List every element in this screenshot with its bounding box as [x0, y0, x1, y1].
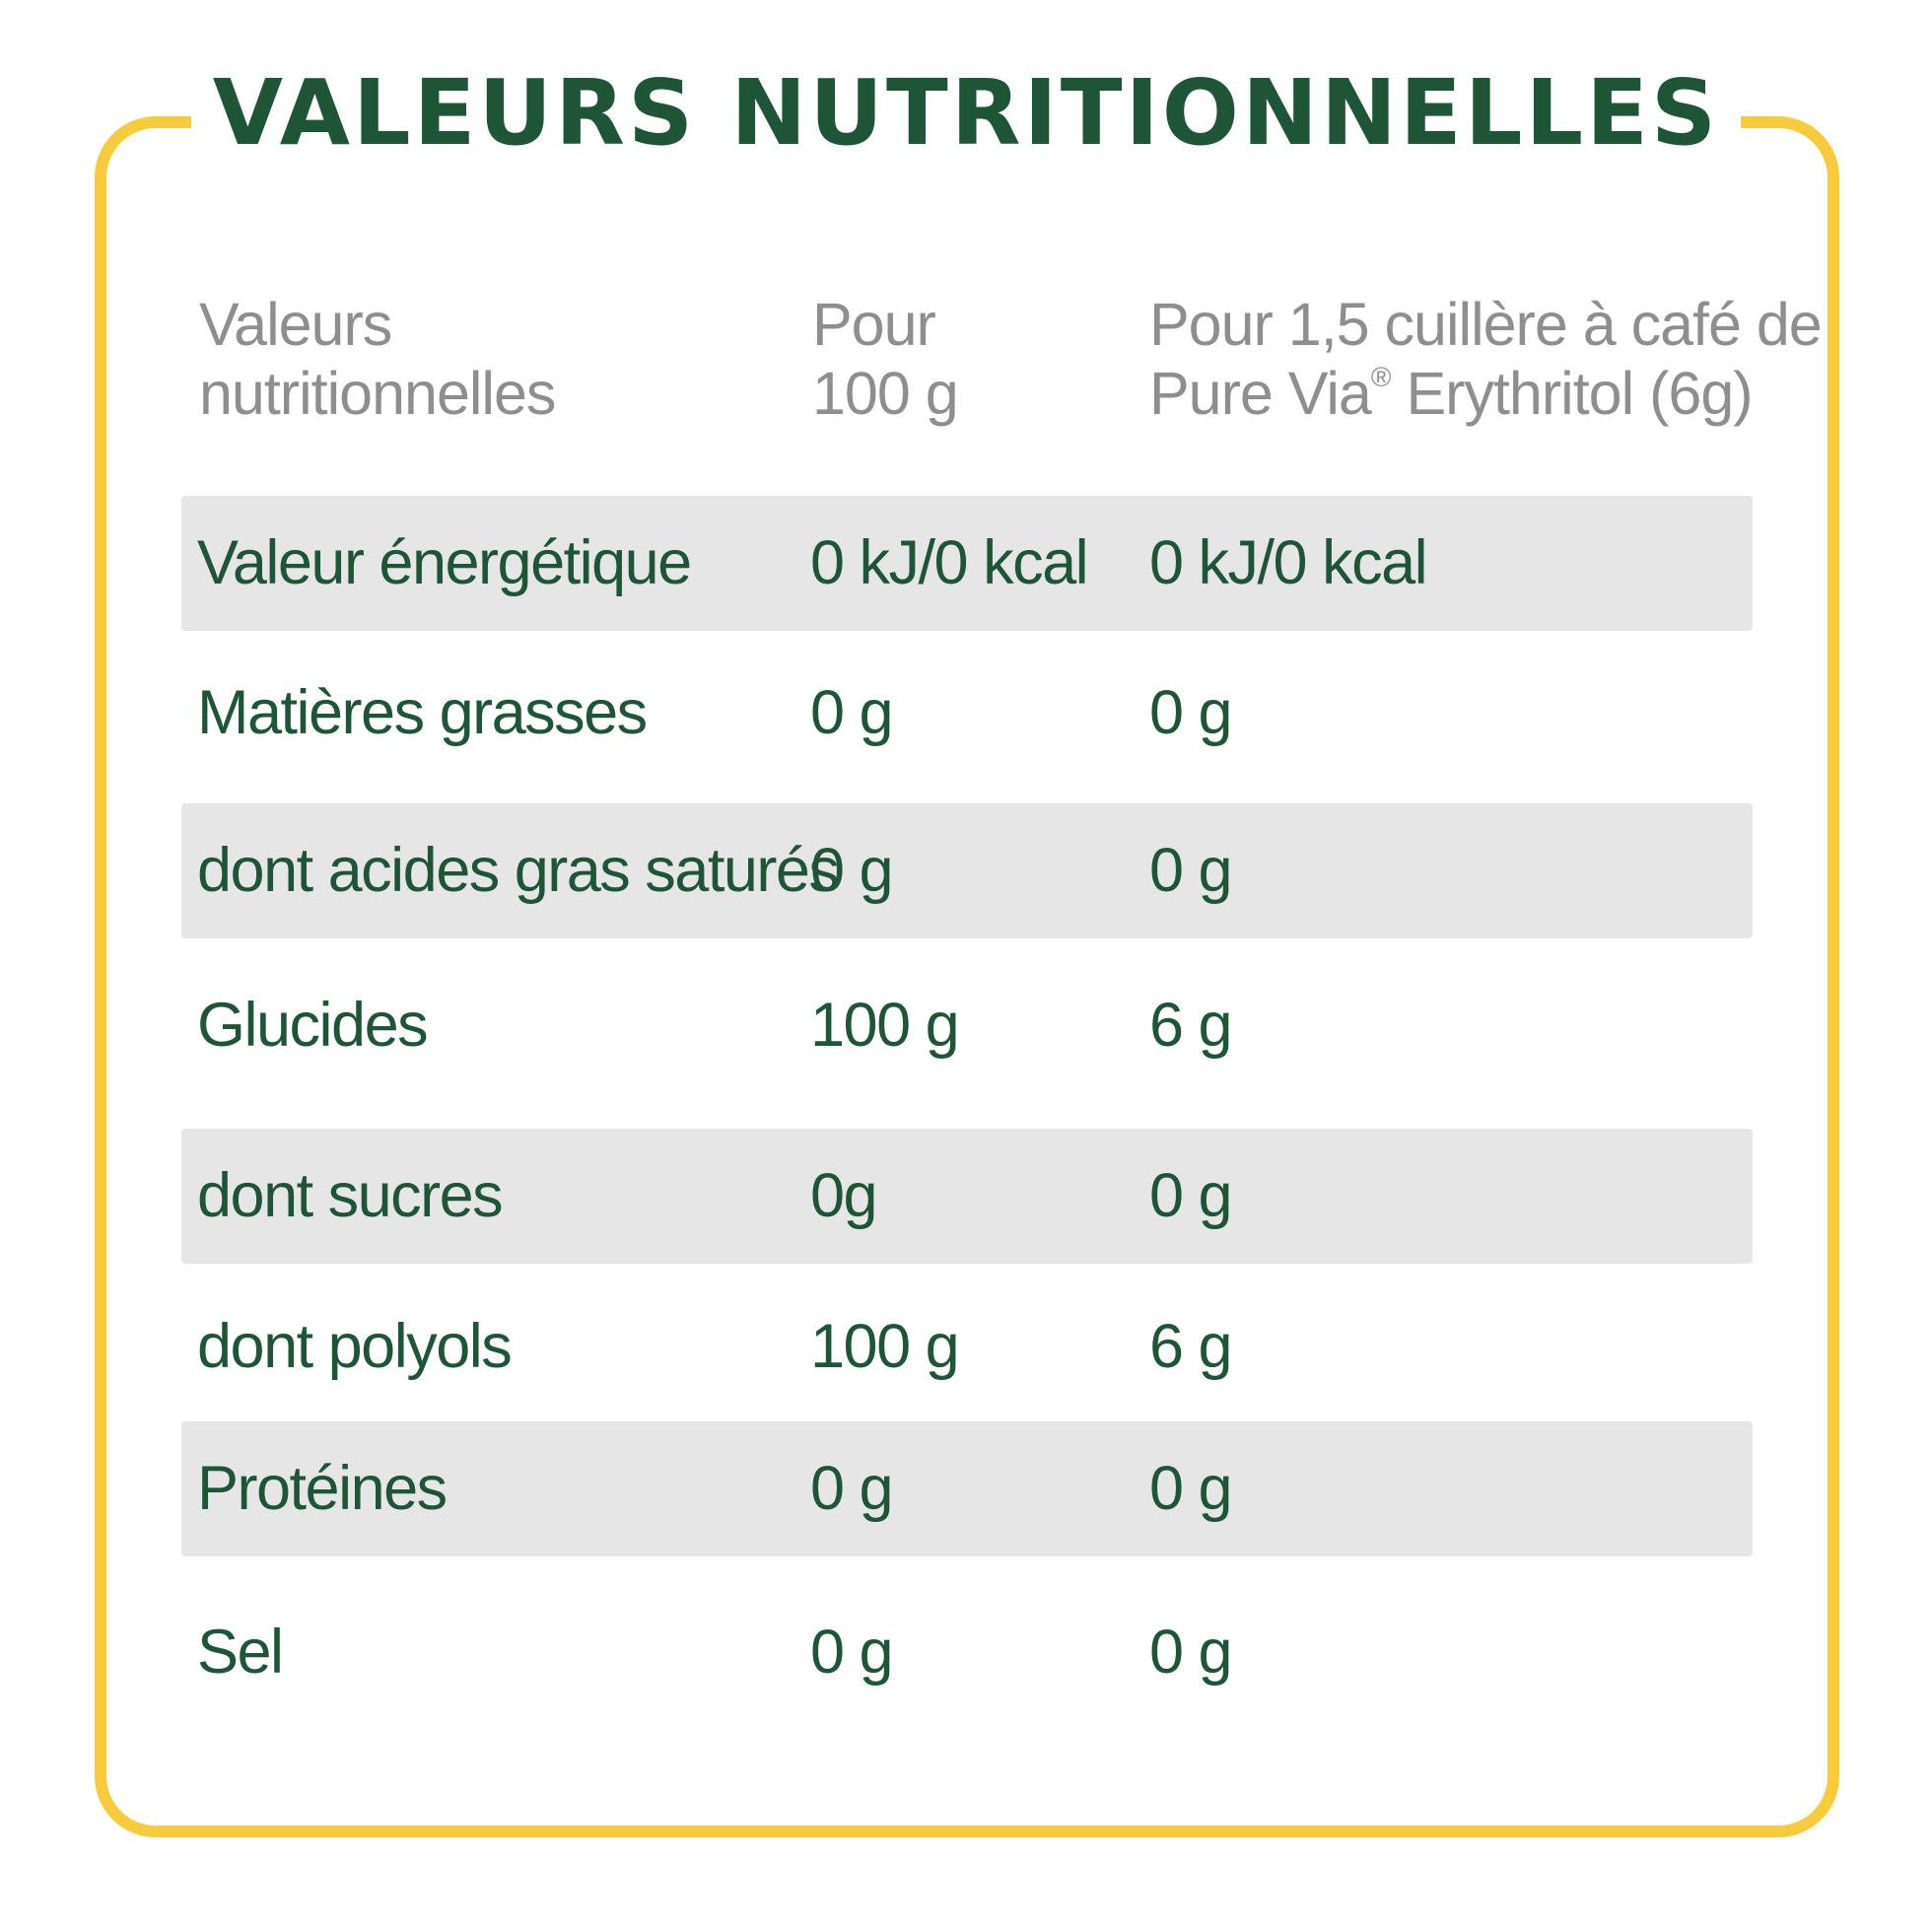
- header-per-100g: Pour 100 g: [812, 290, 959, 428]
- value-per-serving: 0 g: [1149, 836, 1233, 905]
- nutrient-name: dont sucres: [197, 1161, 504, 1230]
- header-per-serving: Pour 1,5 cuillère à café de Pure Via® Er…: [1149, 290, 1823, 428]
- nutrient-name: Valeur énergétique: [197, 528, 692, 597]
- table-row: Sel 0 g 0 g: [181, 1585, 1753, 1720]
- value-per-100g: 0 g: [810, 678, 894, 747]
- value-per-serving: 6 g: [1149, 991, 1233, 1060]
- value-per-100g: 0 g: [810, 836, 894, 905]
- header-nutrients: Valeurs nutritionnelles: [199, 290, 556, 428]
- table-row: Valeur énergétique 0 kJ/0 kcal 0 kJ/0 kc…: [181, 496, 1753, 631]
- nutrient-name: Protéines: [197, 1454, 448, 1523]
- value-per-serving: 0 g: [1149, 1161, 1233, 1230]
- value-per-100g: 100 g: [810, 991, 960, 1060]
- table-row: Protéines 0 g 0 g: [181, 1421, 1753, 1556]
- value-per-serving: 0 g: [1149, 1618, 1233, 1687]
- title-text: VALEURS NUTRITIONNELLES: [190, 59, 1742, 168]
- brand-name: Pure Via: [1149, 360, 1372, 427]
- nutrient-name: Sel: [197, 1618, 284, 1687]
- table-row: Glucides 100 g 6 g: [181, 958, 1753, 1093]
- value-per-serving: 6 g: [1149, 1312, 1233, 1381]
- value-per-100g: 100 g: [810, 1312, 960, 1381]
- table-row: dont sucres 0g 0 g: [181, 1129, 1753, 1264]
- product-serving: Erythritol (6g): [1390, 360, 1753, 427]
- page-title: VALEURS NUTRITIONNELLES: [0, 59, 1932, 168]
- value-per-100g: 0 kJ/0 kcal: [810, 528, 1089, 597]
- value-per-100g: 0g: [810, 1161, 878, 1230]
- header-per-serving-line2: Pure Via® Erythritol (6g): [1149, 359, 1822, 428]
- nutrient-name: dont acides gras saturés: [197, 836, 840, 905]
- nutrient-name: dont polyols: [197, 1312, 513, 1381]
- header-per-100g-line2: 100 g: [812, 360, 959, 427]
- value-per-serving: 0 g: [1149, 678, 1233, 747]
- nutrient-name: Matières grasses: [197, 678, 648, 747]
- value-per-serving: 0 g: [1149, 1454, 1233, 1523]
- value-per-100g: 0 g: [810, 1454, 894, 1523]
- value-per-serving: 0 kJ/0 kcal: [1149, 528, 1428, 597]
- table-row: dont polyols 100 g 6 g: [181, 1279, 1753, 1414]
- header-per-serving-line1: Pour 1,5 cuillère à café de: [1149, 291, 1823, 358]
- header-nutrients-line1: Valeurs: [199, 291, 392, 358]
- registered-mark: ®: [1370, 362, 1392, 392]
- header-per-100g-line1: Pour: [812, 291, 936, 358]
- table-row: Matières grasses 0 g 0 g: [181, 646, 1753, 781]
- table-row: dont acides gras saturés 0 g 0 g: [181, 803, 1753, 938]
- value-per-100g: 0 g: [810, 1618, 894, 1687]
- nutrient-name: Glucides: [197, 991, 429, 1060]
- header-nutrients-line2: nutritionnelles: [199, 360, 556, 427]
